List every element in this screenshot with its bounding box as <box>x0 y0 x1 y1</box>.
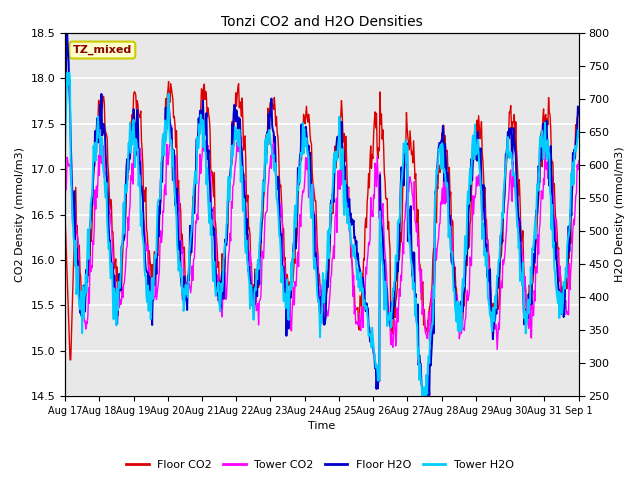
Text: TZ_mixed: TZ_mixed <box>73 45 132 55</box>
X-axis label: Time: Time <box>308 421 335 432</box>
Title: Tonzi CO2 and H2O Densities: Tonzi CO2 and H2O Densities <box>221 15 422 29</box>
Legend: Floor CO2, Tower CO2, Floor H2O, Tower H2O: Floor CO2, Tower CO2, Floor H2O, Tower H… <box>122 456 518 474</box>
Y-axis label: H2O Density (mmol/m3): H2O Density (mmol/m3) <box>615 147 625 282</box>
Y-axis label: CO2 Density (mmol/m3): CO2 Density (mmol/m3) <box>15 147 25 282</box>
